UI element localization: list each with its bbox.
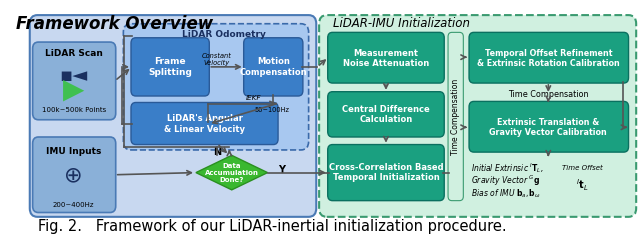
Text: Time Offset: Time Offset <box>563 165 603 171</box>
FancyBboxPatch shape <box>328 92 444 137</box>
Text: ⊕: ⊕ <box>65 166 83 186</box>
FancyBboxPatch shape <box>469 32 628 83</box>
Text: Gravity Vector $^{G}\mathbf{g}$: Gravity Vector $^{G}\mathbf{g}$ <box>471 174 540 188</box>
Text: Fig. 2.   Framework of our LiDAR-inertial initialization procedure.: Fig. 2. Framework of our LiDAR-inertial … <box>38 219 507 234</box>
Text: LiDAR's Angular
& Linear Velocity: LiDAR's Angular & Linear Velocity <box>164 114 245 134</box>
FancyBboxPatch shape <box>33 137 116 212</box>
FancyBboxPatch shape <box>30 15 316 217</box>
Text: Frame
Splitting: Frame Splitting <box>148 57 192 77</box>
Text: Time Compensation: Time Compensation <box>451 78 460 155</box>
Text: 100k~500k Points: 100k~500k Points <box>42 107 106 113</box>
Text: Central Difference
Calculation: Central Difference Calculation <box>342 105 430 124</box>
FancyBboxPatch shape <box>131 38 209 96</box>
Text: Bias of IMU $\mathbf{b}_{a}, \mathbf{b}_{\omega}$: Bias of IMU $\mathbf{b}_{a}, \mathbf{b}_… <box>471 188 541 200</box>
Text: Y: Y <box>278 165 285 175</box>
Text: Measurement
Noise Attenuation: Measurement Noise Attenuation <box>343 49 429 68</box>
Text: LiDAR Odometry: LiDAR Odometry <box>182 30 266 39</box>
Text: Data
Accumulation
Done?: Data Accumulation Done? <box>205 163 259 183</box>
Text: LiDAR Scan: LiDAR Scan <box>45 49 102 59</box>
Text: Extrinsic Translation &
Gravity Vector Calibration: Extrinsic Translation & Gravity Vector C… <box>490 118 607 137</box>
Text: N: N <box>213 147 221 157</box>
FancyBboxPatch shape <box>33 42 116 120</box>
Text: ▶: ▶ <box>63 76 84 104</box>
Text: 50~100Hz: 50~100Hz <box>255 107 290 113</box>
Text: Temporal Offset Refinement
& Extrinsic Rotation Calibration: Temporal Offset Refinement & Extrinsic R… <box>477 49 620 68</box>
Text: Constant
Velocity: Constant Velocity <box>202 53 232 66</box>
FancyBboxPatch shape <box>319 15 636 217</box>
Text: Initial Extrinsic $^{I}\mathbf{T}_{L}$,: Initial Extrinsic $^{I}\mathbf{T}_{L}$, <box>471 161 543 175</box>
Text: Cross-Correlation Based
Temporal Initialization: Cross-Correlation Based Temporal Initial… <box>329 163 444 182</box>
FancyBboxPatch shape <box>328 32 444 83</box>
Text: Framework Overview: Framework Overview <box>16 15 213 33</box>
FancyBboxPatch shape <box>244 38 303 96</box>
FancyBboxPatch shape <box>448 32 463 201</box>
FancyBboxPatch shape <box>469 101 628 152</box>
Text: Time Compensation: Time Compensation <box>508 90 589 99</box>
FancyBboxPatch shape <box>328 145 444 201</box>
Text: Motion
Compensation: Motion Compensation <box>239 57 307 77</box>
FancyBboxPatch shape <box>131 102 278 145</box>
Polygon shape <box>196 155 268 190</box>
Text: IMU Inputs: IMU Inputs <box>46 147 101 156</box>
FancyBboxPatch shape <box>124 24 308 150</box>
Text: $^{I}\mathbf{t}_{L}$: $^{I}\mathbf{t}_{L}$ <box>577 178 589 193</box>
Text: LiDAR-IMU Initialization: LiDAR-IMU Initialization <box>333 17 470 30</box>
Text: iEKF: iEKF <box>246 95 261 101</box>
Text: 200~400Hz: 200~400Hz <box>53 202 95 208</box>
Text: ▪◄: ▪◄ <box>60 66 88 85</box>
